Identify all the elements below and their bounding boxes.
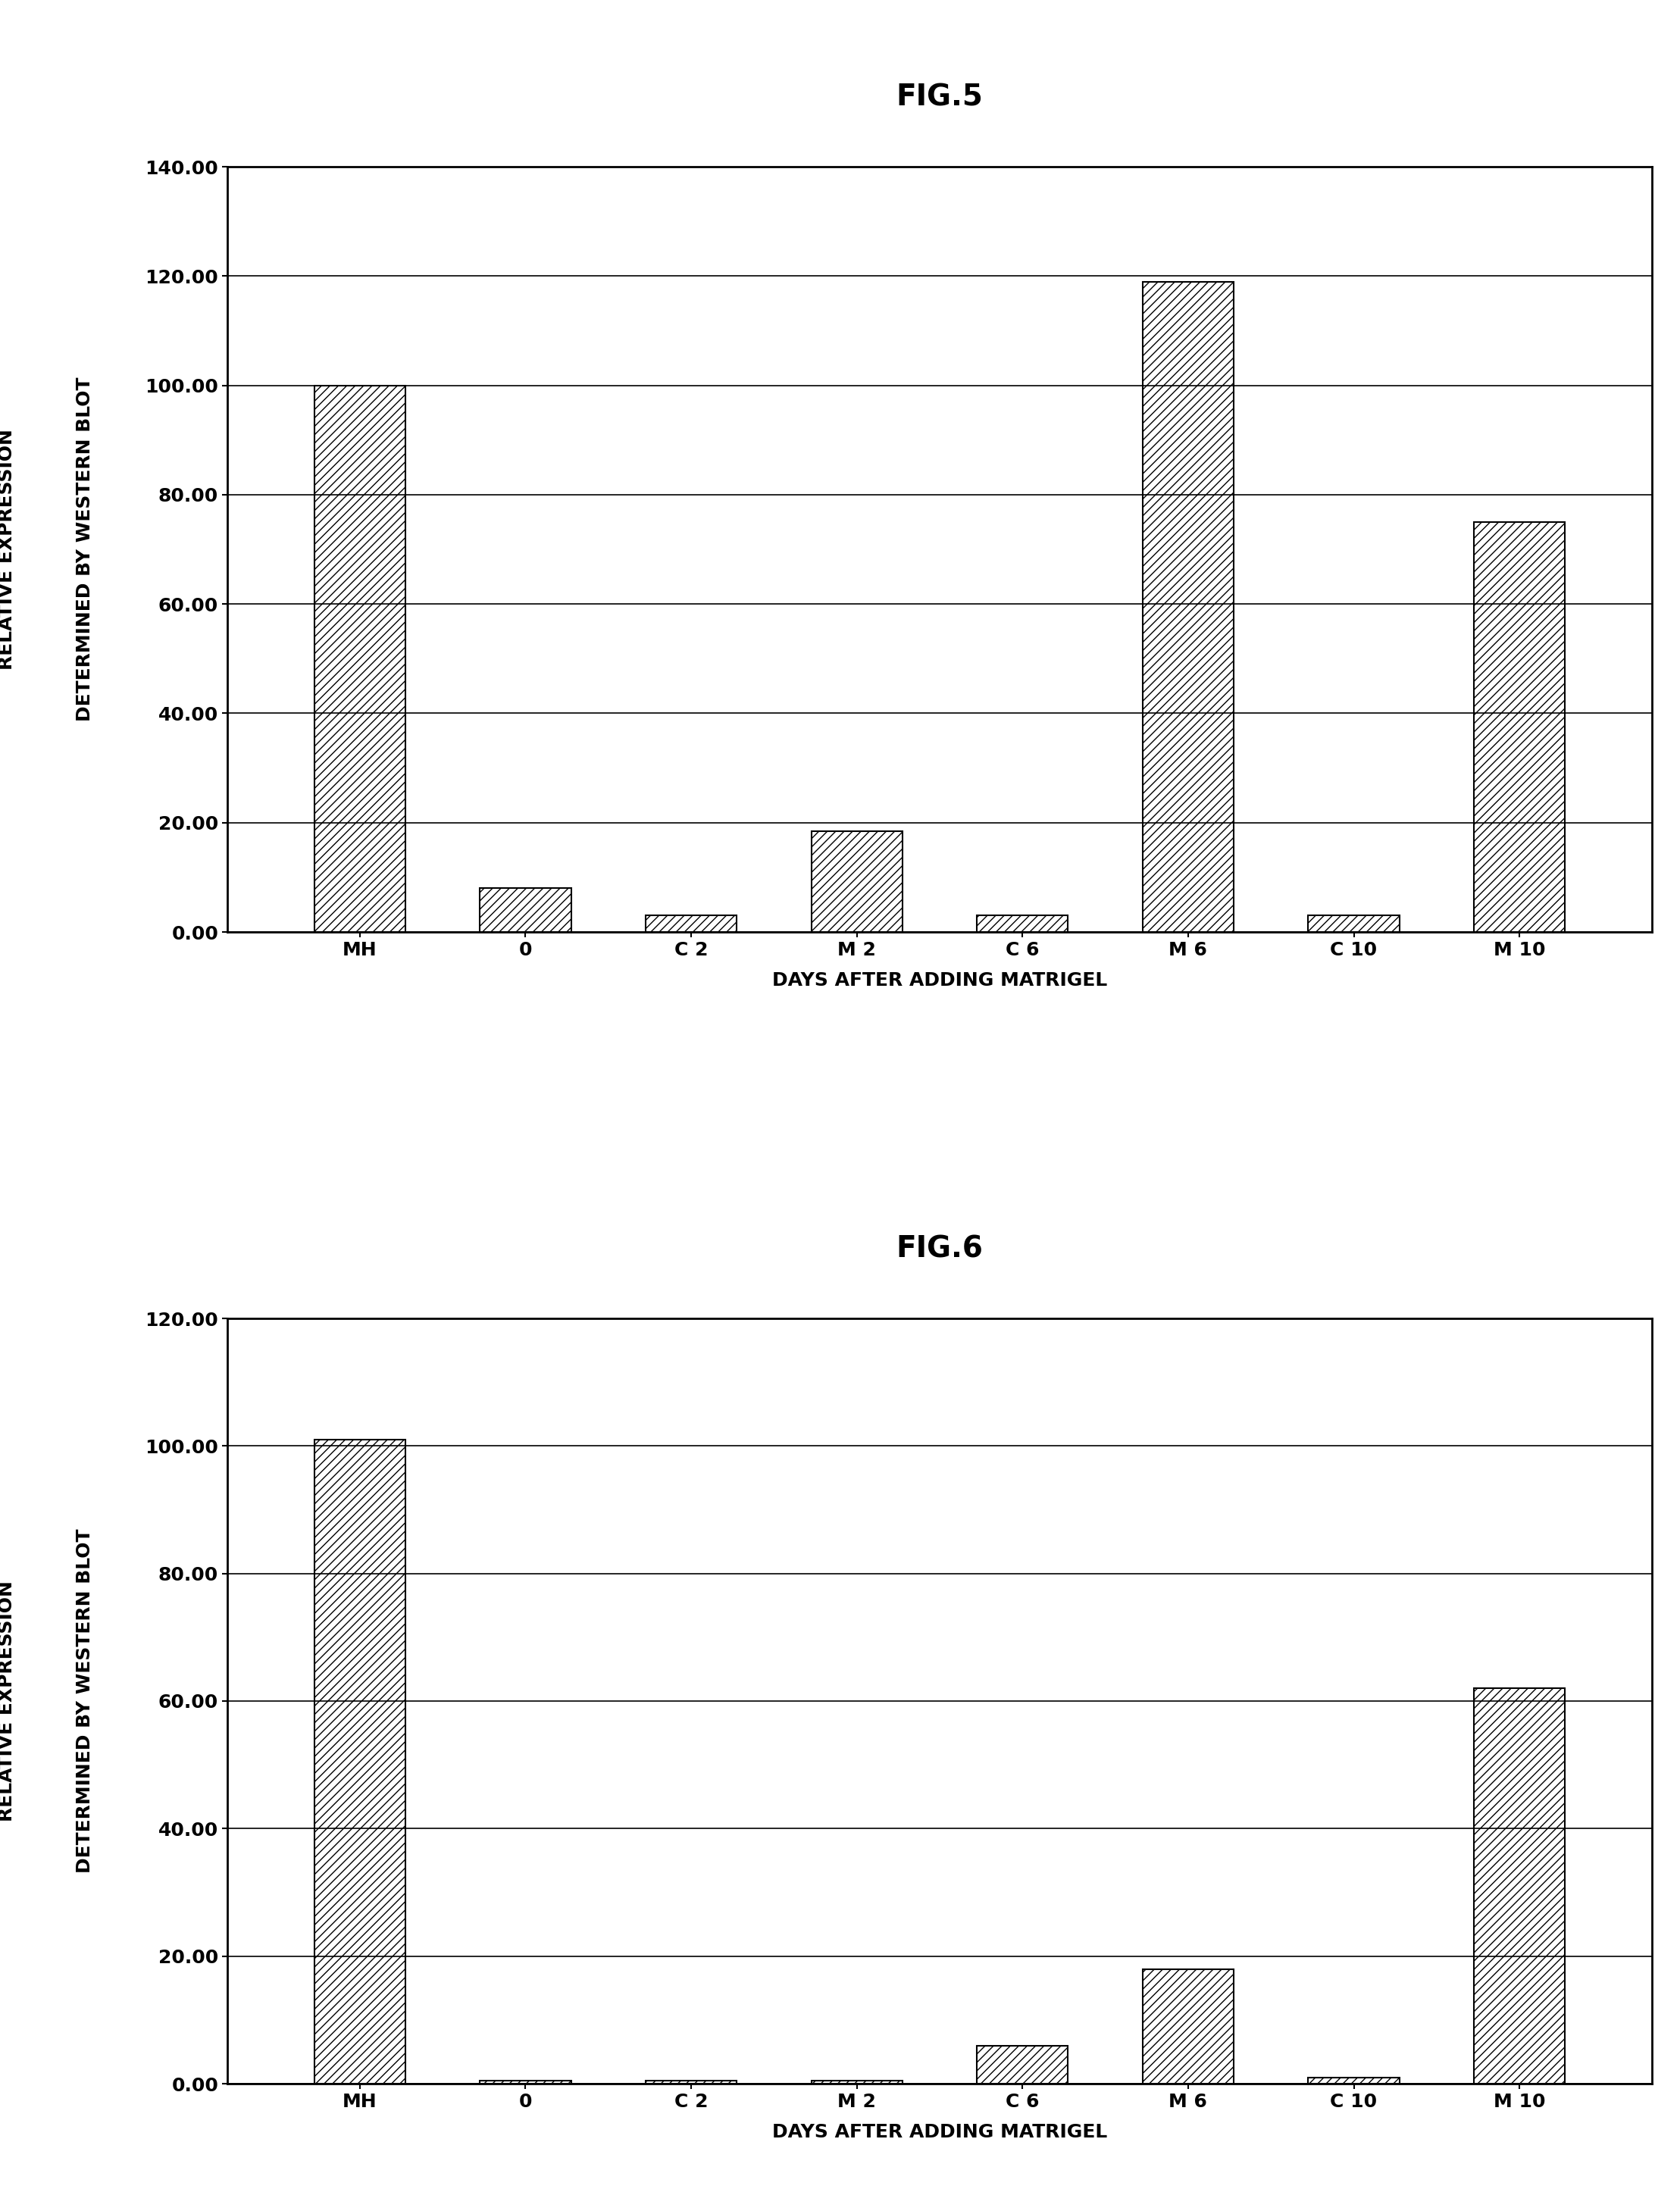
Bar xyxy=(978,915,1068,933)
Text: DETERMINED BY WESTERN BLOT: DETERMINED BY WESTERN BLOT xyxy=(76,1528,94,1874)
Bar xyxy=(978,2045,1068,2084)
Bar xyxy=(314,385,405,933)
X-axis label: DAYS AFTER ADDING MATRIGEL: DAYS AFTER ADDING MATRIGEL xyxy=(773,972,1107,989)
Bar xyxy=(1309,915,1399,933)
Text: FIG.6: FIG.6 xyxy=(895,1235,983,1263)
X-axis label: DAYS AFTER ADDING MATRIGEL: DAYS AFTER ADDING MATRIGEL xyxy=(773,2123,1107,2141)
Text: RELATIVE EXPRESSION: RELATIVE EXPRESSION xyxy=(0,429,15,670)
Bar xyxy=(1142,282,1233,933)
Bar xyxy=(1309,2077,1399,2084)
Bar xyxy=(645,915,738,933)
Bar xyxy=(811,2080,902,2084)
Text: DETERMINED BY WESTERN BLOT: DETERMINED BY WESTERN BLOT xyxy=(76,377,94,722)
Text: RELATIVE EXPRESSION: RELATIVE EXPRESSION xyxy=(0,1580,15,1821)
Bar xyxy=(811,832,902,933)
Bar xyxy=(314,1440,405,2084)
Bar xyxy=(480,2080,571,2084)
Bar xyxy=(1473,1688,1566,2084)
Bar xyxy=(480,889,571,933)
Bar xyxy=(1142,1968,1233,2084)
Text: FIG.5: FIG.5 xyxy=(895,83,983,112)
Bar xyxy=(645,2080,738,2084)
Bar xyxy=(1473,521,1566,933)
